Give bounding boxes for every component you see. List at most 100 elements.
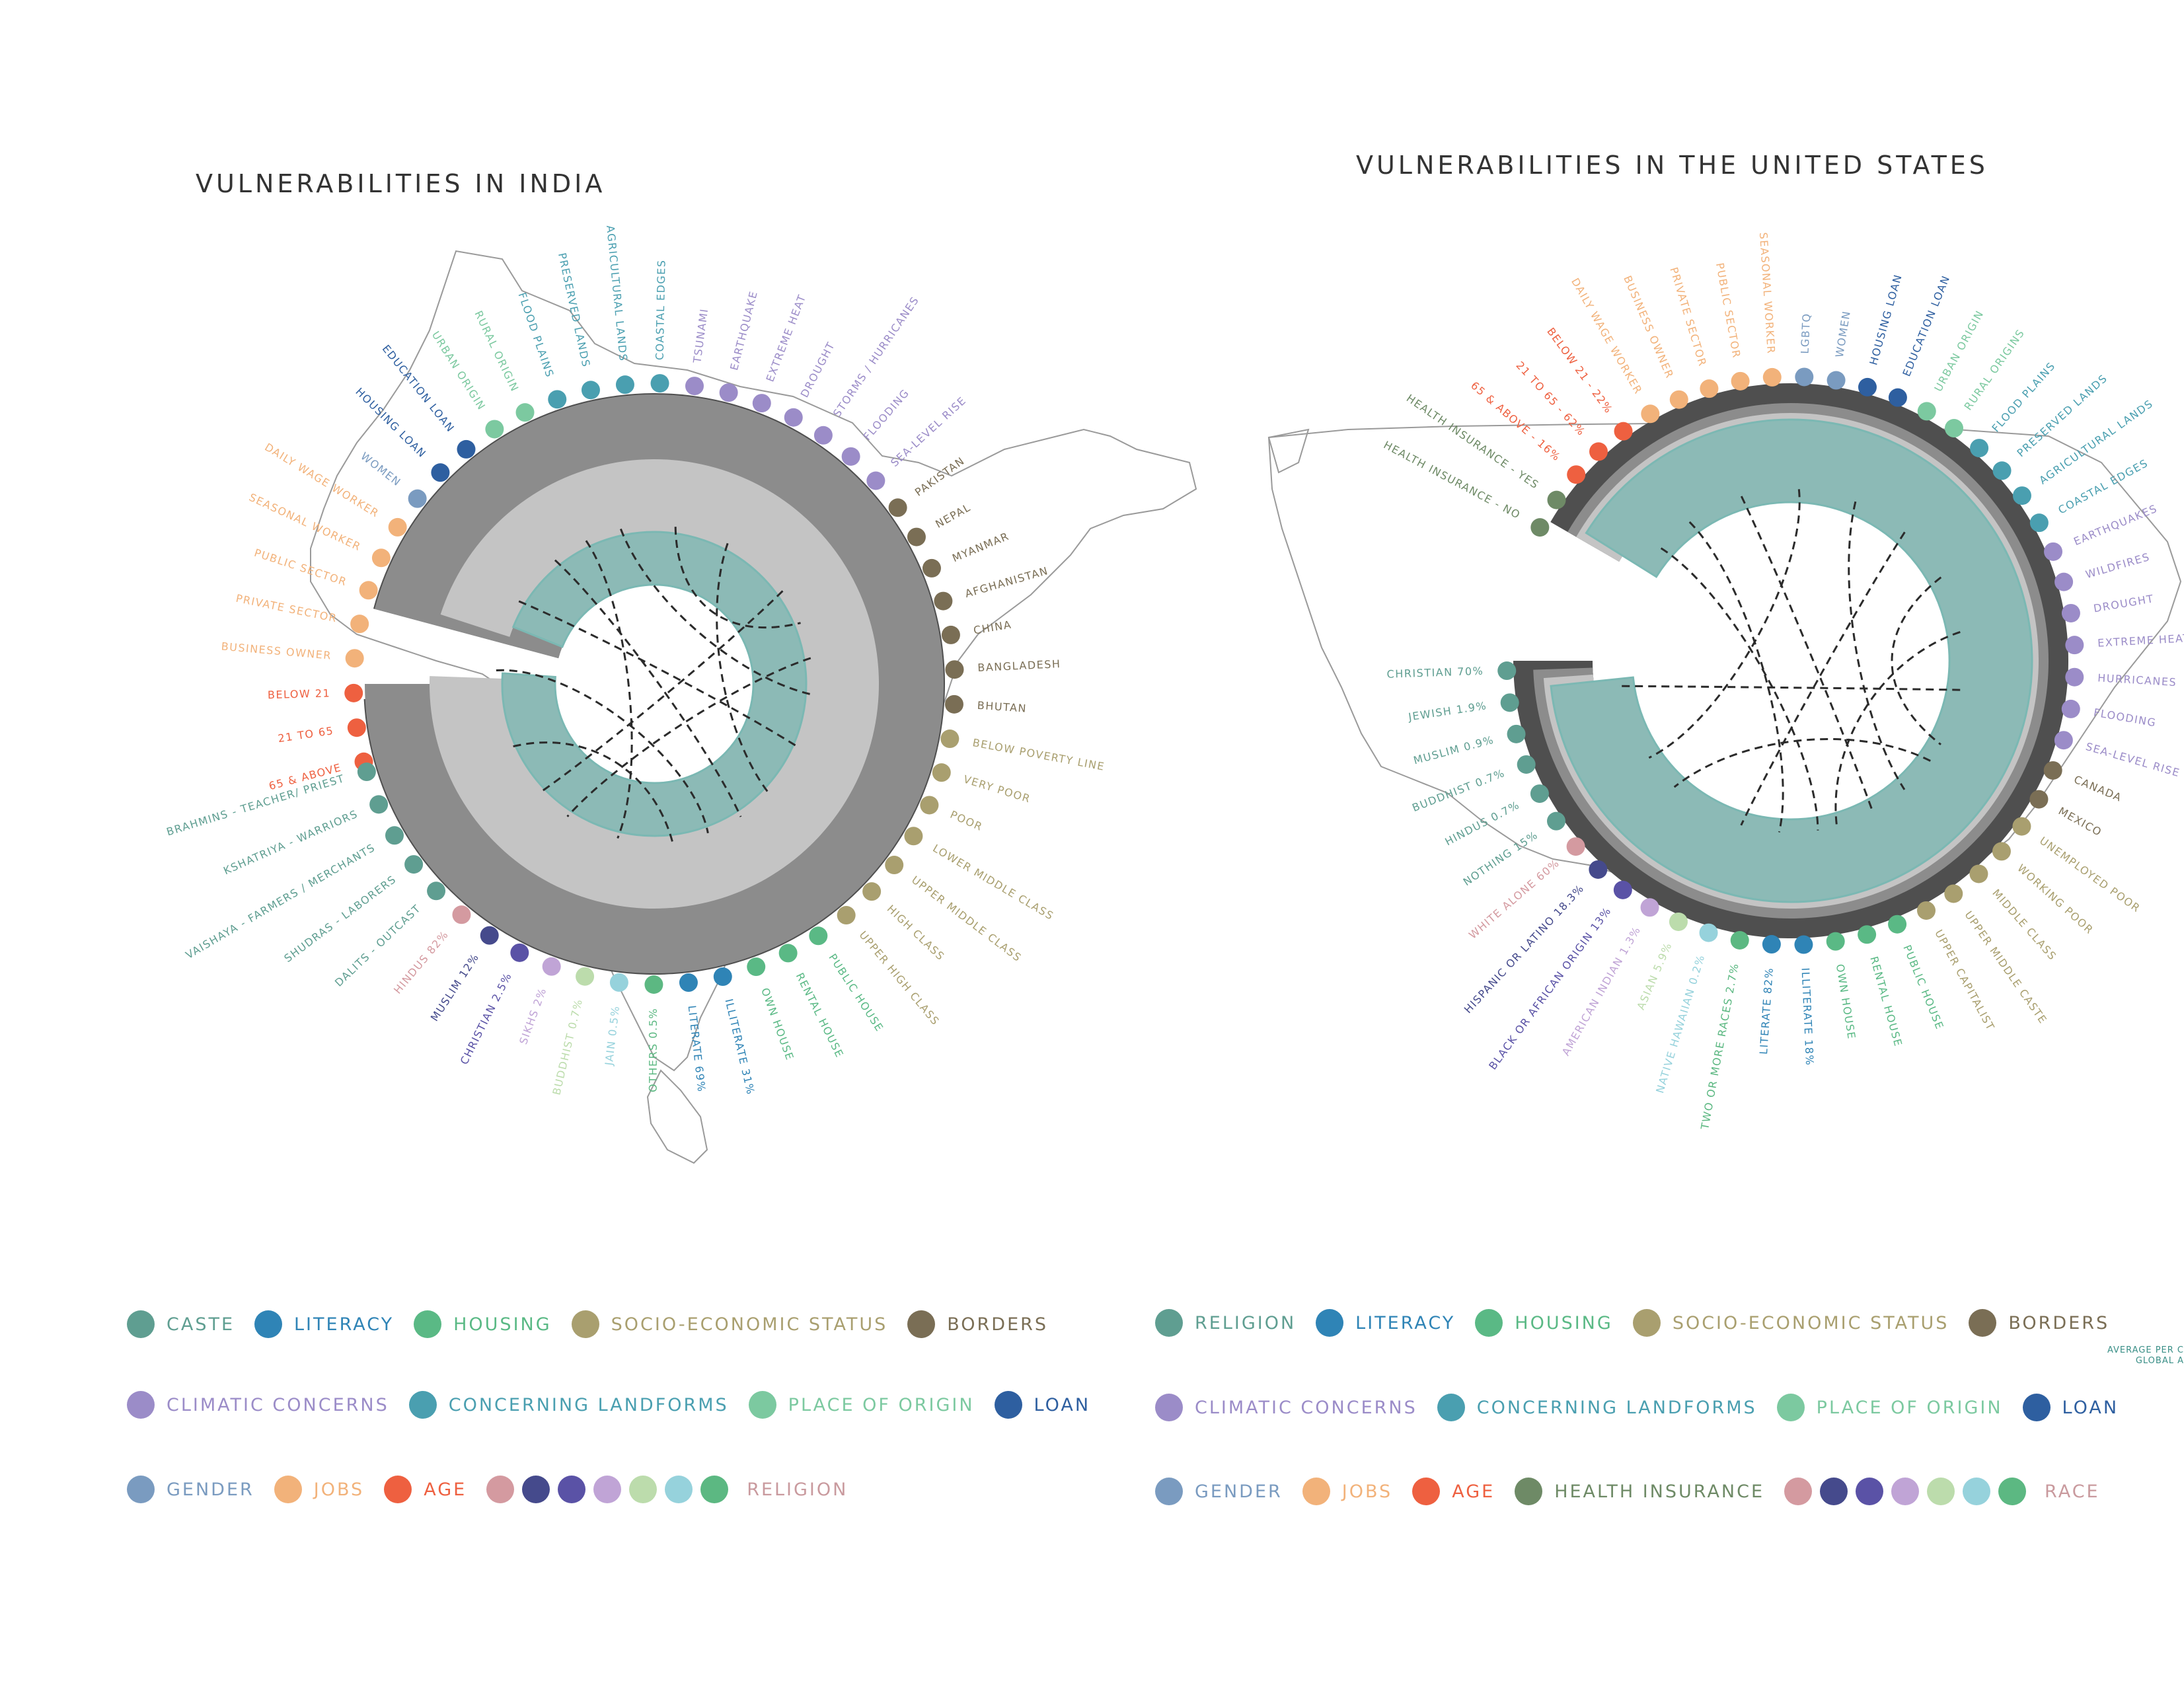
us-category-dot <box>1944 419 1963 438</box>
india-category-dot <box>940 730 960 749</box>
us-legend-label: BORDERS <box>2008 1312 2110 1333</box>
us-category-dot <box>2029 513 2049 533</box>
us-category-label: CHRISTIAN 70% <box>1386 665 1484 681</box>
us-category-label: SEA-LEVEL RISE <box>2084 740 2181 780</box>
us-legend-swatch <box>1316 1309 1344 1337</box>
us-category-dot <box>2054 731 2073 750</box>
india-legend-swatch <box>408 1391 437 1419</box>
us-connector <box>1688 521 1784 833</box>
india-category-label: DROUGHT <box>798 340 838 400</box>
us-legend-item: RELIGION <box>1155 1309 1296 1337</box>
us-connector <box>1660 547 1819 831</box>
india-category-label: CHINA <box>973 618 1013 636</box>
us-category-dot <box>1944 884 1963 903</box>
india-category-label: HINDUS 82% <box>391 928 451 996</box>
us-title: VULNERABILITIES IN THE UNITED STATES <box>1356 151 1988 180</box>
us-legend-swatch <box>1927 1478 1955 1505</box>
us-category-dot <box>1640 898 1659 917</box>
us-category-dot <box>2065 667 2084 687</box>
us-category-dot <box>1566 837 1585 856</box>
us-legend-row-3: GENDER JOBS AGE HEALTH INSURANCE RACE <box>1155 1478 2120 1505</box>
india-category-label: RENTAL HOUSE <box>794 971 847 1060</box>
us-category-dot <box>1589 860 1608 879</box>
india-category-dot <box>408 489 427 508</box>
india-legend-label: PLACE OF ORIGIN <box>788 1394 975 1415</box>
india-category-label: STORMS / HURRICANES <box>831 294 922 420</box>
us-category-dot <box>2061 699 2080 718</box>
india-connector <box>566 657 811 817</box>
us-category-label: PRIVATE SECTOR <box>1667 266 1709 368</box>
india-legend-item: LOAN <box>994 1391 1091 1419</box>
india-category-dot <box>385 826 404 845</box>
india-category-dot <box>576 967 595 986</box>
us-legend-label: HOUSING <box>1515 1312 1613 1333</box>
india-category-label: WOMEN <box>358 450 403 489</box>
india-legend-item: CONCERNING LANDFORMS <box>408 1391 729 1419</box>
india-legend-label: JOBS <box>313 1479 365 1500</box>
india-legend-swatch <box>700 1476 729 1503</box>
india-category-dot <box>350 615 369 634</box>
us-category-dot <box>1858 925 1877 944</box>
us-legend-swatch <box>1475 1309 1503 1337</box>
us-category-label: RENTAL HOUSE <box>1867 955 1904 1048</box>
us-category-dot <box>2061 603 2080 622</box>
us-category-label: EARTHQUAKES <box>2072 502 2159 548</box>
india-category-label: 21 TO 65 <box>277 724 334 745</box>
us-category-dot <box>1858 377 1877 396</box>
india-legend-item: AGE <box>384 1476 467 1503</box>
us-legend-swatch <box>1412 1478 1441 1505</box>
india-category-dot <box>485 420 504 439</box>
india-category-dot <box>752 394 771 413</box>
us-category-dot <box>1530 518 1550 537</box>
india-category-label: BUSINESS OWNER <box>221 640 332 661</box>
us-legend-label: PLACE OF ORIGIN <box>1816 1397 2003 1418</box>
india-category-dot <box>932 763 951 782</box>
us-category-dot <box>1826 371 1846 390</box>
india-legend-swatch <box>384 1476 412 1503</box>
india-legend-swatch <box>629 1476 658 1503</box>
us-category-label: WILDFIRES <box>2084 550 2152 581</box>
us-legend-swatch <box>1776 1394 1805 1421</box>
india-category-label: BANGLADESH <box>977 657 1061 674</box>
us-connector <box>1848 501 1906 790</box>
india-connector <box>508 741 673 842</box>
india-legend-item: CASTE <box>127 1310 235 1338</box>
us-category-dot <box>1970 439 1989 458</box>
india-category-label: BELOW 21 <box>268 687 331 701</box>
us-legend-swatch <box>1515 1478 1543 1505</box>
us-category-dot <box>1731 371 1750 391</box>
us-legend-swatch <box>1820 1478 1848 1505</box>
india-legend-item: CLIMATIC CONCERNS <box>127 1391 389 1419</box>
us-legend-label: SOCIO-ECONOMIC STATUS <box>1672 1312 1949 1333</box>
us-legend-swatch <box>1998 1478 2027 1505</box>
india-legend-row-2: CLIMATIC CONCERNS CONCERNING LANDFORMS PLA… <box>127 1391 1110 1419</box>
india-legend-swatch <box>127 1476 155 1503</box>
us-category-label: CANADA <box>2072 773 2124 804</box>
us-legend-item: LOAN <box>2022 1394 2119 1421</box>
india-legend-swatch <box>274 1476 302 1503</box>
india-category-dot <box>679 973 698 992</box>
india-connector <box>554 559 742 817</box>
us-connector <box>1740 531 1906 826</box>
india-category-dot <box>813 426 833 445</box>
india-category-label: LITERATE 69% <box>685 1005 708 1094</box>
india-category-dot <box>404 855 424 874</box>
us-category-dot <box>1641 404 1660 424</box>
india-category-label: FLOODING <box>861 387 912 443</box>
us-category-label: HURRICANES <box>2097 671 2177 689</box>
us-legend-swatch <box>1632 1309 1661 1337</box>
us-category-dot <box>1517 755 1536 774</box>
india-category-dot <box>344 683 363 702</box>
india-category-label: BHUTAN <box>977 699 1027 715</box>
us-category-dot <box>1916 901 1936 920</box>
us-category-label: HINDUS 0.7% <box>1443 798 1521 848</box>
india-category-dot <box>427 881 446 901</box>
us-legend-label: LITERACY <box>1355 1312 1456 1333</box>
india-category-dot <box>862 882 882 901</box>
india-category-dot <box>644 975 663 994</box>
us-category-label: LITERATE 82% <box>1757 967 1776 1055</box>
us-category-label: HEALTH INSURANCE - NO <box>1382 439 1523 522</box>
us-legend-row-2: CLIMATIC CONCERNS CONCERNING LANDFORMS PLA… <box>1155 1394 2138 1421</box>
us-category-dot <box>1497 661 1517 681</box>
india-category-dot <box>941 625 960 644</box>
